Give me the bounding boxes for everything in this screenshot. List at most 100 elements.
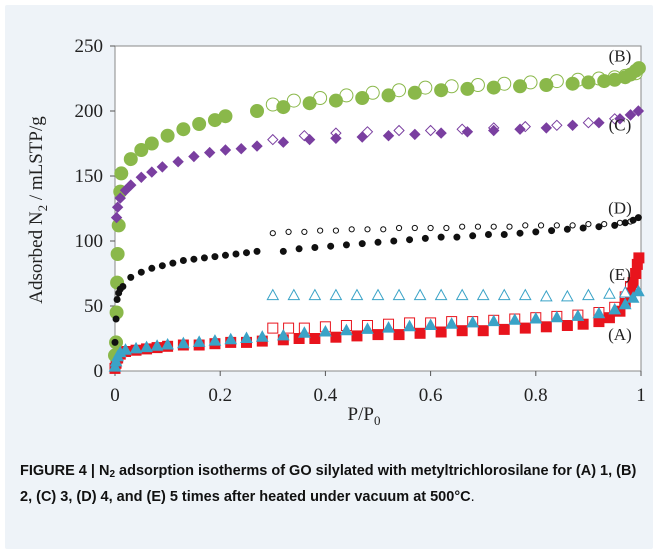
series-e-adsorption-point	[466, 315, 480, 328]
series-a-adsorption-point	[351, 330, 363, 342]
series-b-adsorption-point	[276, 100, 291, 115]
series-e-adsorption-point	[208, 334, 222, 346]
axis-ticks: 0 0.2 0.4 0.6 0.8 1 0 50 100 150 200 250	[75, 36, 646, 406]
series-e-desorption-point	[539, 289, 553, 302]
series-d-desorption-point	[506, 223, 513, 230]
series-b-adsorption-point	[328, 93, 343, 108]
series-d-adsorption-point	[358, 240, 366, 248]
series-d-desorption-point	[269, 230, 276, 237]
series-e-adsorption-point	[150, 339, 164, 351]
x-tick-label: 0.4	[314, 385, 338, 406]
series-b-adsorption-point	[160, 128, 175, 143]
series-d-adsorption-point	[421, 234, 429, 242]
series-b-adsorption-point	[581, 75, 596, 90]
series-d-adsorption-point	[279, 247, 287, 255]
x-tick-label: 0	[110, 385, 120, 406]
series-d-adsorption-point	[179, 257, 187, 264]
series-e-adsorption-point	[592, 306, 606, 319]
series-e-adsorption-point	[224, 332, 238, 345]
series-e-desorption-point	[561, 289, 574, 302]
series-a-adsorption-point	[519, 322, 531, 334]
series-d-adsorption-point	[595, 223, 603, 231]
series-e-desorption-point	[329, 288, 343, 301]
series-d-adsorption-point	[548, 227, 556, 235]
series-a-adsorption-point	[633, 252, 645, 264]
series-a-adsorption-point	[330, 331, 342, 343]
series-d-adsorption-point	[148, 264, 156, 272]
series-c-adsorption-point	[614, 113, 626, 125]
series-c-adsorption-point	[461, 126, 474, 138]
series-d-desorption-point	[348, 226, 355, 233]
series-c-adsorption-point	[146, 166, 158, 178]
series-e-desorption-point	[266, 288, 280, 301]
series-d-desorption-point	[332, 227, 340, 234]
series-d-desorption-point	[522, 222, 529, 229]
series-c-desorption-point	[551, 119, 563, 132]
series-d-adsorption-point	[469, 232, 477, 240]
series-b-adsorption-point	[631, 61, 646, 76]
series-b-adsorption-point	[110, 247, 125, 261]
series-d-adsorption-point	[500, 231, 508, 238]
series-c-adsorption-point	[488, 124, 500, 137]
series-b-adsorption-point	[302, 96, 317, 111]
series-c-adsorption-point	[135, 171, 148, 184]
series-c-adsorption-point	[540, 122, 553, 134]
series-d-adsorption-point	[113, 296, 121, 303]
series-d-desorption-point	[490, 223, 497, 230]
series-c-adsorption-point	[156, 161, 169, 173]
series-d-adsorption-point	[127, 273, 135, 281]
series-c-adsorption-point	[114, 192, 126, 204]
series-b-adsorption-point	[460, 81, 475, 96]
series-c-desorption-point	[519, 120, 531, 133]
series-d-desorption-point	[395, 224, 403, 232]
series-c-desorption-point	[267, 133, 279, 146]
series-e-adsorption-point	[487, 314, 501, 327]
series-e-desorption-point	[434, 288, 448, 301]
series-d-adsorption-point	[484, 231, 492, 238]
series-d-adsorption-point	[232, 250, 240, 258]
series-annotation-label: (C)	[609, 116, 632, 135]
series-e-adsorption-point	[276, 328, 290, 341]
series-e-adsorption-point	[403, 319, 416, 332]
series-e-adsorption-point	[550, 310, 564, 323]
series-d-adsorption-point	[158, 262, 166, 270]
caption-figure-label: FIGURE 4 | N	[20, 463, 110, 479]
series-a-desorption-point	[267, 322, 279, 334]
series-e-desorption-point	[413, 288, 427, 301]
series-a-adsorption-point	[630, 268, 642, 279]
series-d-adsorption-point	[169, 259, 177, 267]
series-e-adsorption-point	[177, 336, 190, 349]
series-b-adsorption-point	[192, 117, 207, 131]
series-e-adsorption-point	[298, 326, 311, 338]
series-c-adsorption-point	[303, 133, 316, 146]
series-c-adsorption-point	[172, 155, 184, 168]
series-d-desorption-point	[301, 228, 308, 235]
series-c-desorption-point	[424, 124, 437, 137]
series-annotation-label: (B)	[609, 47, 632, 66]
series-e-adsorption-point	[424, 318, 437, 330]
series-a-adsorption-point	[561, 320, 573, 331]
caption-subscript: 2	[109, 469, 116, 480]
series-c-adsorption-point	[188, 150, 200, 163]
series-a-adsorption-point	[498, 323, 510, 335]
x-tick-label: 0.6	[419, 385, 443, 406]
series-a-adsorption-point	[372, 329, 384, 341]
series-e-adsorption-point	[529, 311, 543, 324]
caption-tail: .	[470, 489, 475, 505]
series-e-adsorption-point	[626, 291, 640, 303]
series-e-desorption-point	[618, 285, 632, 298]
series-c-adsorption-point	[566, 119, 579, 132]
series-b-adsorption-point	[539, 78, 554, 92]
series-e-adsorption-point	[129, 341, 143, 354]
series-d-adsorption-point	[243, 249, 250, 257]
series-annotation-label: (A)	[608, 325, 632, 344]
x-axis-title: P/P0	[348, 404, 381, 428]
series-e-adsorption-point	[192, 335, 206, 347]
series-b-adsorption-point	[407, 85, 422, 100]
series-a-adsorption-point	[477, 325, 489, 337]
y-tick-label: 100	[75, 231, 104, 252]
series-c-desorption-point	[582, 116, 595, 129]
series-e-adsorption-point	[319, 324, 332, 337]
series-d-adsorption-point	[295, 245, 303, 253]
